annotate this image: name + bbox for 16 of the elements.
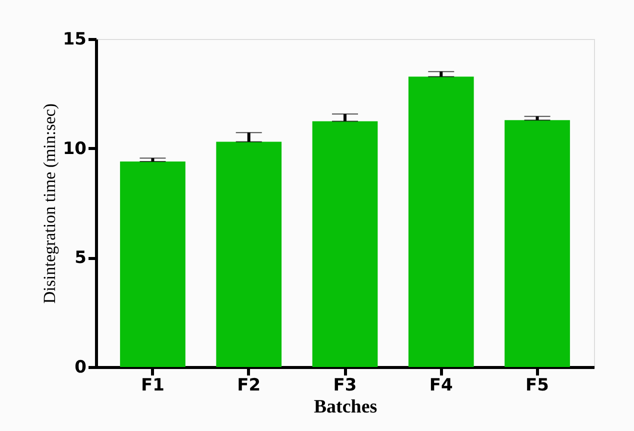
bar	[312, 121, 378, 367]
x-axis-title: Batches	[314, 396, 378, 418]
y-tick-label: 15	[62, 30, 86, 50]
y-tick-label: 5	[74, 248, 86, 268]
y-tick-label: 0	[74, 358, 87, 378]
x-tick-label: F5	[526, 376, 550, 396]
x-tick-label: F2	[237, 376, 261, 396]
bar	[216, 142, 282, 367]
x-tick-label: F4	[429, 376, 454, 396]
x-tick-label: F1	[140, 376, 164, 396]
y-axis-title: Disintegration time (min:sec)	[40, 103, 59, 304]
bar	[408, 76, 474, 367]
bar	[120, 161, 186, 367]
x-tick-label: F3	[333, 376, 357, 396]
y-tick-label: 10	[62, 138, 87, 159]
bar	[504, 120, 570, 367]
